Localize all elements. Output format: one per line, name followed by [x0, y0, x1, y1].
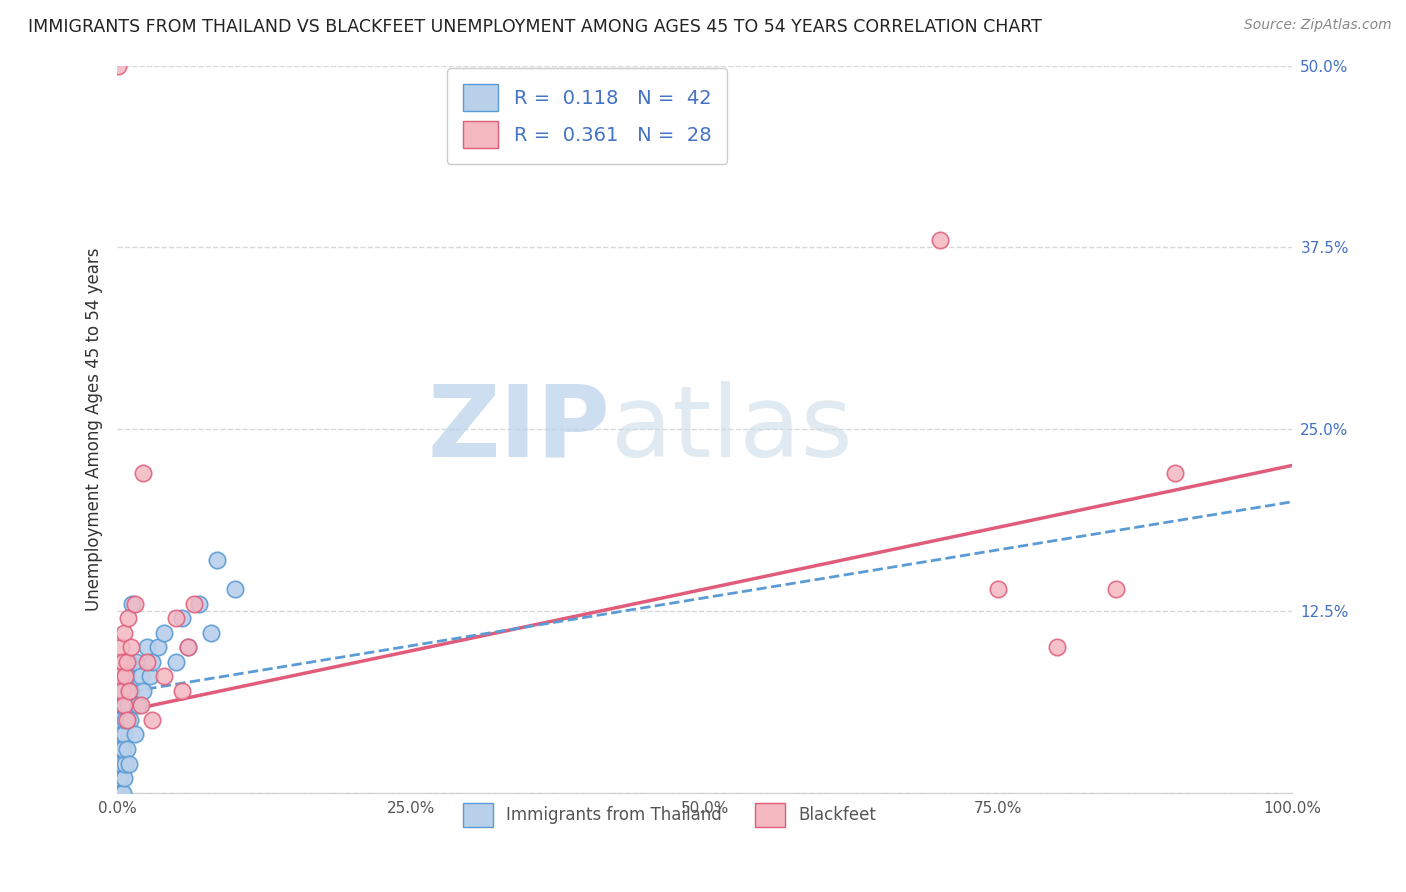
Point [110, 742, 132, 756]
Point [118, 684, 141, 698]
Text: ZIP: ZIP [427, 381, 610, 477]
Point [127, 698, 149, 713]
Point [124, 597, 146, 611]
Point [1046, 640, 1069, 655]
Point [165, 611, 187, 625]
Text: IMMIGRANTS FROM THAILAND VS BLACKFEET UNEMPLOYMENT AMONG AGES 45 TO 54 YEARS COR: IMMIGRANTS FROM THAILAND VS BLACKFEET UN… [28, 18, 1042, 36]
Point [139, 669, 162, 683]
Point [114, 756, 136, 771]
Point [111, 756, 134, 771]
Point [107, 786, 129, 800]
Point [107, 59, 129, 73]
Point [132, 684, 155, 698]
Point [112, 786, 135, 800]
Point [141, 655, 163, 669]
Point [108, 756, 131, 771]
Point [132, 466, 155, 480]
Point [188, 597, 211, 611]
Point [170, 684, 193, 698]
Point [148, 640, 170, 655]
Point [121, 597, 143, 611]
Point [987, 582, 1010, 596]
Text: atlas: atlas [610, 381, 852, 477]
Point [118, 756, 141, 771]
Point [141, 713, 163, 727]
Point [135, 640, 157, 655]
Point [115, 713, 138, 727]
Point [112, 698, 135, 713]
Point [135, 655, 157, 669]
Point [117, 611, 139, 625]
Point [129, 669, 152, 683]
Point [115, 669, 138, 683]
Point [170, 611, 193, 625]
Point [1105, 582, 1128, 596]
Point [111, 786, 134, 800]
Point [120, 640, 142, 655]
Point [120, 684, 142, 698]
Point [183, 597, 205, 611]
Point [111, 727, 134, 741]
Point [928, 233, 950, 247]
Point [1163, 466, 1185, 480]
Point [176, 640, 198, 655]
Point [112, 771, 135, 785]
Point [200, 625, 222, 640]
Point [118, 655, 141, 669]
Point [224, 582, 246, 596]
Point [205, 553, 228, 567]
Point [165, 655, 187, 669]
Point [112, 655, 135, 669]
Point [110, 669, 132, 683]
Point [115, 655, 138, 669]
Point [110, 786, 132, 800]
Point [110, 713, 132, 727]
Point [120, 713, 142, 727]
Point [112, 684, 135, 698]
Y-axis label: Unemployment Among Ages 45 to 54 years: Unemployment Among Ages 45 to 54 years [86, 247, 103, 611]
Point [114, 669, 136, 683]
Point [125, 655, 148, 669]
Point [108, 771, 131, 785]
Point [153, 669, 176, 683]
Point [124, 727, 146, 741]
Point [115, 742, 138, 756]
Point [153, 625, 176, 640]
Point [110, 640, 132, 655]
Point [112, 742, 135, 756]
Point [117, 698, 139, 713]
Point [129, 698, 152, 713]
Point [112, 625, 135, 640]
Point [112, 727, 135, 741]
Point [112, 698, 135, 713]
Legend: Immigrants from Thailand, Blackfeet: Immigrants from Thailand, Blackfeet [454, 795, 884, 835]
Point [111, 684, 134, 698]
Text: Source: ZipAtlas.com: Source: ZipAtlas.com [1244, 18, 1392, 32]
Point [114, 713, 136, 727]
Point [176, 640, 198, 655]
